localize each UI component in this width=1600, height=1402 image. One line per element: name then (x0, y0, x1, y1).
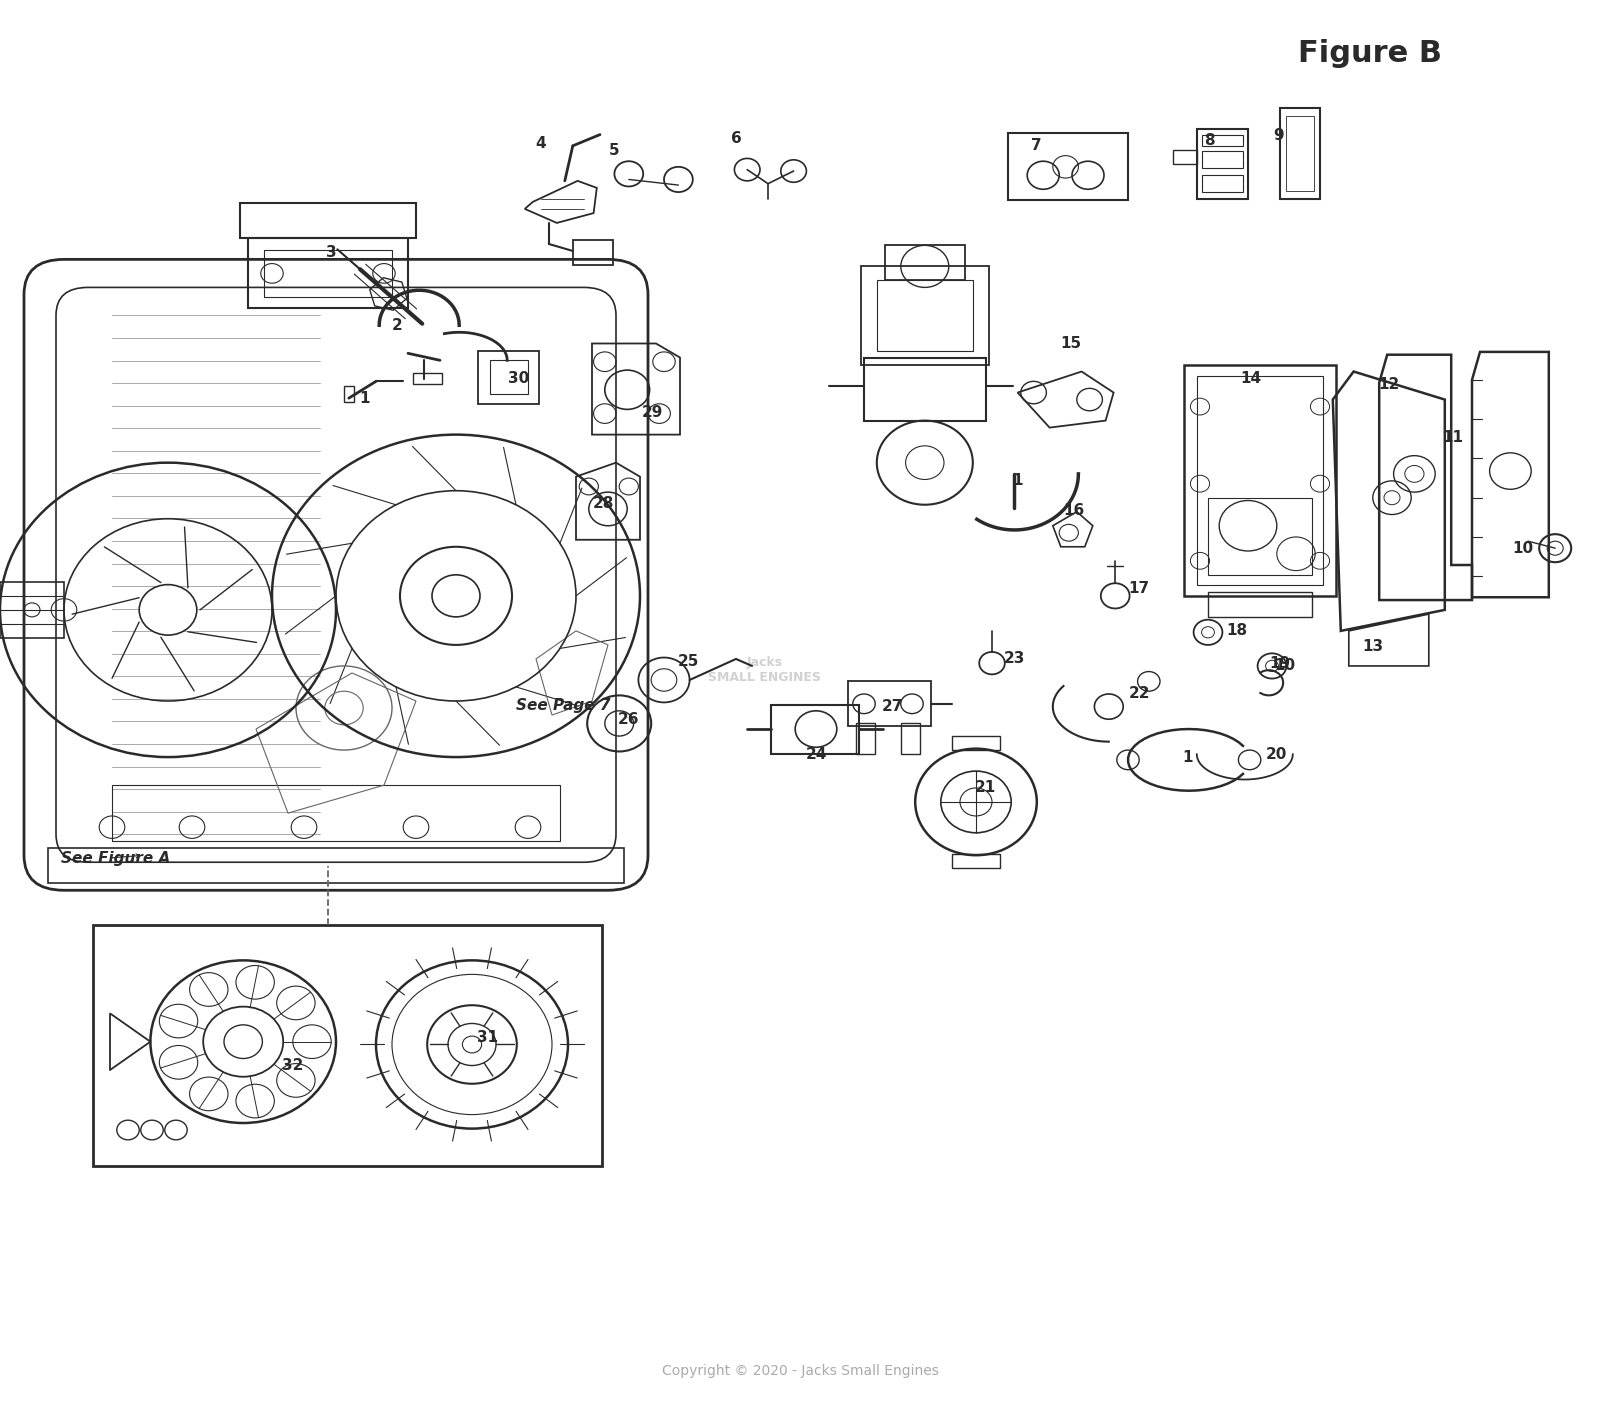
Text: 24: 24 (805, 747, 827, 761)
Bar (264, 250, 392, 297)
Bar (1197, 129, 1248, 199)
Text: 4: 4 (536, 136, 546, 150)
Text: 16: 16 (1062, 503, 1085, 517)
Bar (1197, 376, 1323, 585)
Bar (1208, 498, 1312, 575)
Text: Jacks
SMALL ENGINES: Jacks SMALL ENGINES (709, 656, 821, 684)
Bar (413, 373, 442, 384)
Text: 28: 28 (592, 496, 614, 510)
Bar (1280, 108, 1320, 199)
Bar (240, 203, 416, 238)
Text: 29: 29 (642, 405, 664, 419)
Bar (1184, 365, 1336, 596)
Text: 10: 10 (1274, 659, 1296, 673)
Text: Copyright © 2020 - Jacks Small Engines: Copyright © 2020 - Jacks Small Engines (661, 1364, 939, 1378)
Text: 2: 2 (392, 318, 402, 332)
Bar (48, 848, 624, 883)
Bar (952, 736, 1000, 750)
Bar (856, 723, 875, 754)
Text: 13: 13 (1362, 639, 1384, 653)
Bar (0, 582, 64, 638)
Bar (93, 925, 602, 1166)
Bar (1202, 135, 1243, 146)
Bar (112, 785, 560, 841)
Text: See Figure A: See Figure A (61, 851, 170, 865)
Text: 25: 25 (677, 655, 699, 669)
Circle shape (400, 547, 512, 645)
Bar (952, 854, 1000, 868)
Text: 1: 1 (1182, 750, 1192, 764)
Text: See Page 7: See Page 7 (515, 698, 611, 712)
Bar (573, 240, 613, 265)
Text: 23: 23 (1003, 652, 1026, 666)
Text: 27: 27 (882, 700, 904, 714)
Text: 1: 1 (360, 391, 370, 405)
Circle shape (139, 585, 197, 635)
Text: 21: 21 (974, 781, 997, 795)
Text: 31: 31 (477, 1030, 499, 1044)
Bar (1008, 133, 1128, 200)
Text: 10: 10 (1512, 541, 1534, 555)
Bar (901, 723, 920, 754)
Bar (848, 681, 931, 726)
Text: 12: 12 (1378, 377, 1400, 391)
Bar (248, 238, 408, 308)
Bar (885, 245, 965, 280)
Text: 15: 15 (1059, 336, 1082, 350)
Text: 14: 14 (1240, 372, 1262, 386)
Text: 18: 18 (1226, 624, 1248, 638)
Text: 1: 1 (1013, 474, 1022, 488)
Bar (1202, 151, 1243, 168)
Text: 30: 30 (507, 372, 530, 386)
Text: 9: 9 (1274, 129, 1283, 143)
Bar (1202, 175, 1243, 192)
Bar (344, 386, 354, 402)
Text: 17: 17 (1128, 582, 1150, 596)
Bar (1286, 116, 1314, 191)
Bar (478, 350, 539, 404)
Text: 6: 6 (731, 132, 741, 146)
Circle shape (462, 1036, 482, 1053)
Text: Figure B: Figure B (1298, 39, 1442, 67)
Bar (1208, 592, 1312, 617)
Text: 20: 20 (1266, 747, 1288, 761)
Text: 22: 22 (1128, 687, 1150, 701)
Text: 11: 11 (1442, 430, 1464, 444)
Bar (877, 280, 973, 350)
Bar (861, 266, 989, 365)
Text: 32: 32 (282, 1059, 304, 1073)
Text: 8: 8 (1205, 133, 1214, 147)
Text: 7: 7 (1032, 139, 1042, 153)
Text: 3: 3 (326, 245, 336, 259)
Text: 19: 19 (1269, 656, 1291, 670)
Bar (490, 360, 528, 394)
Bar (864, 358, 986, 421)
Text: 26: 26 (618, 712, 640, 726)
Text: 5: 5 (610, 143, 619, 157)
Bar (771, 705, 859, 754)
